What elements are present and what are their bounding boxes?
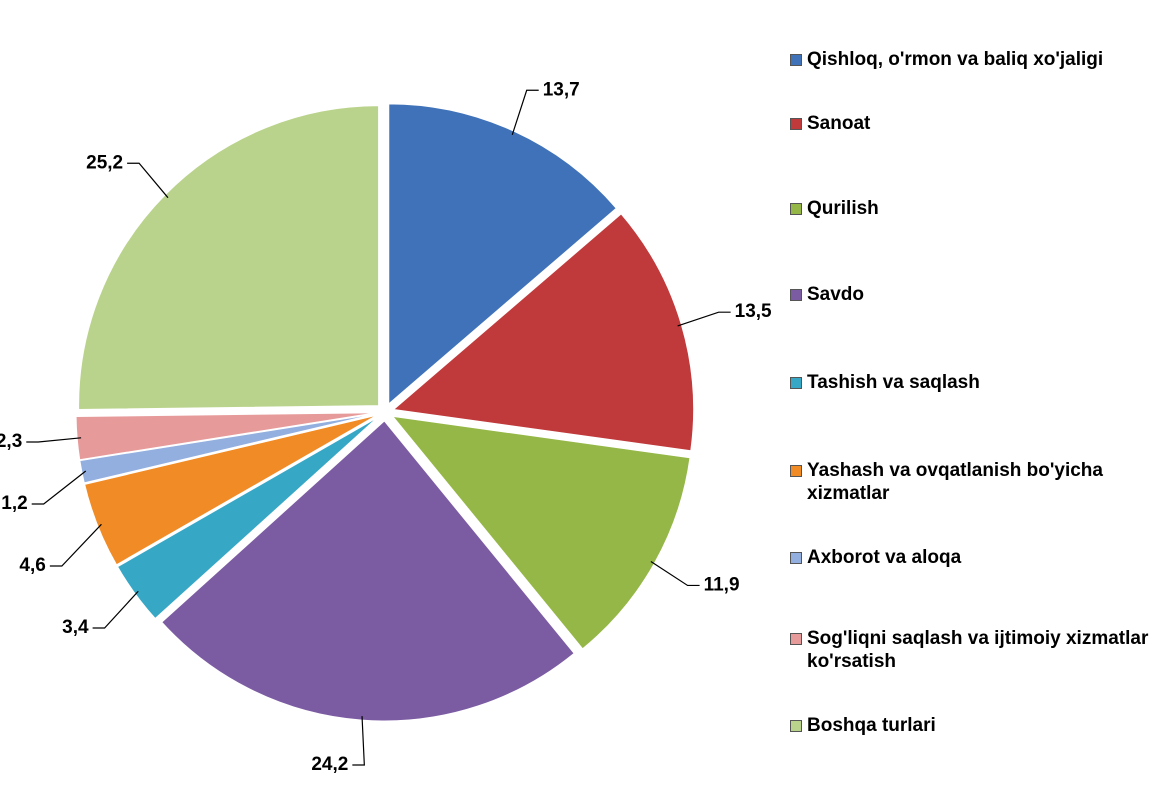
data-label: 13,7	[543, 79, 580, 100]
legend-entry: Sog'liqni saqlash va ijtimoiy xizmatlar …	[790, 627, 1160, 673]
legend-label: Boshqa turlari	[807, 715, 936, 736]
pie-slice	[84, 414, 377, 566]
legend-label: Yashash va ovqatlanish bo'yicha xizmatla…	[807, 460, 1103, 504]
pie-slice	[78, 105, 380, 410]
data-label: 1,2	[1, 493, 27, 514]
data-label: 2,3	[0, 431, 22, 452]
leader-line	[511, 89, 539, 136]
legend-entry: Tashish va saqlash	[790, 371, 1160, 394]
legend-swatch	[790, 289, 802, 301]
legend-swatch	[790, 118, 802, 130]
pie-slice	[79, 413, 377, 484]
legend-label: Sog'liqni saqlash va ijtimoiy xizmatlar …	[807, 628, 1149, 672]
legend-label: Savdo	[807, 284, 865, 305]
data-label: 11,9	[704, 574, 740, 595]
legend-entry: Sanoat	[790, 112, 1160, 135]
legend-entry: Yashash va ovqatlanish bo'yicha xizmatla…	[790, 459, 1160, 505]
legend-swatch	[790, 552, 802, 564]
legend-swatch	[790, 633, 802, 645]
legend-swatch	[790, 465, 802, 477]
leader-line	[650, 560, 700, 587]
leader-line	[92, 590, 139, 629]
legend-entry: Savdo	[790, 283, 1160, 306]
leader-line	[352, 716, 365, 766]
legend-entry: Boshqa turlari	[790, 714, 1160, 737]
leader-line	[677, 311, 731, 327]
data-label: 13,5	[735, 301, 772, 322]
legend-label: Qishloq, o'rmon va baliq xo'jaligi	[807, 49, 1104, 70]
legend-entry: Qurilish	[790, 197, 1160, 220]
legend-label: Qurilish	[807, 198, 879, 219]
legend-label: Sanoat	[807, 113, 871, 134]
legend-entry: Qishloq, o'rmon va baliq xo'jaligi	[790, 48, 1160, 71]
leader-line	[49, 523, 102, 567]
legend-entry: Axborot va aloqa	[790, 546, 1160, 569]
leader-line	[26, 437, 82, 443]
data-label: 25,2	[86, 152, 123, 173]
pie-area: 13,7 13,5 11,9 24,2 3,4 4,6 1,2 2,3 25,2	[0, 79, 772, 775]
legend-label: Axborot va aloqa	[807, 547, 962, 568]
leader-line	[127, 162, 169, 199]
legend-swatch	[790, 720, 802, 732]
data-label: 4,6	[19, 555, 45, 576]
legend-swatch	[790, 203, 802, 215]
data-label: 3,4	[62, 617, 89, 638]
leader-line	[31, 470, 87, 505]
legend-label: Tashish va saqlash	[807, 372, 980, 393]
legend-swatch	[790, 377, 802, 389]
legend-swatch	[790, 54, 802, 66]
data-label: 24,2	[311, 754, 348, 775]
pie-slice	[116, 416, 379, 620]
